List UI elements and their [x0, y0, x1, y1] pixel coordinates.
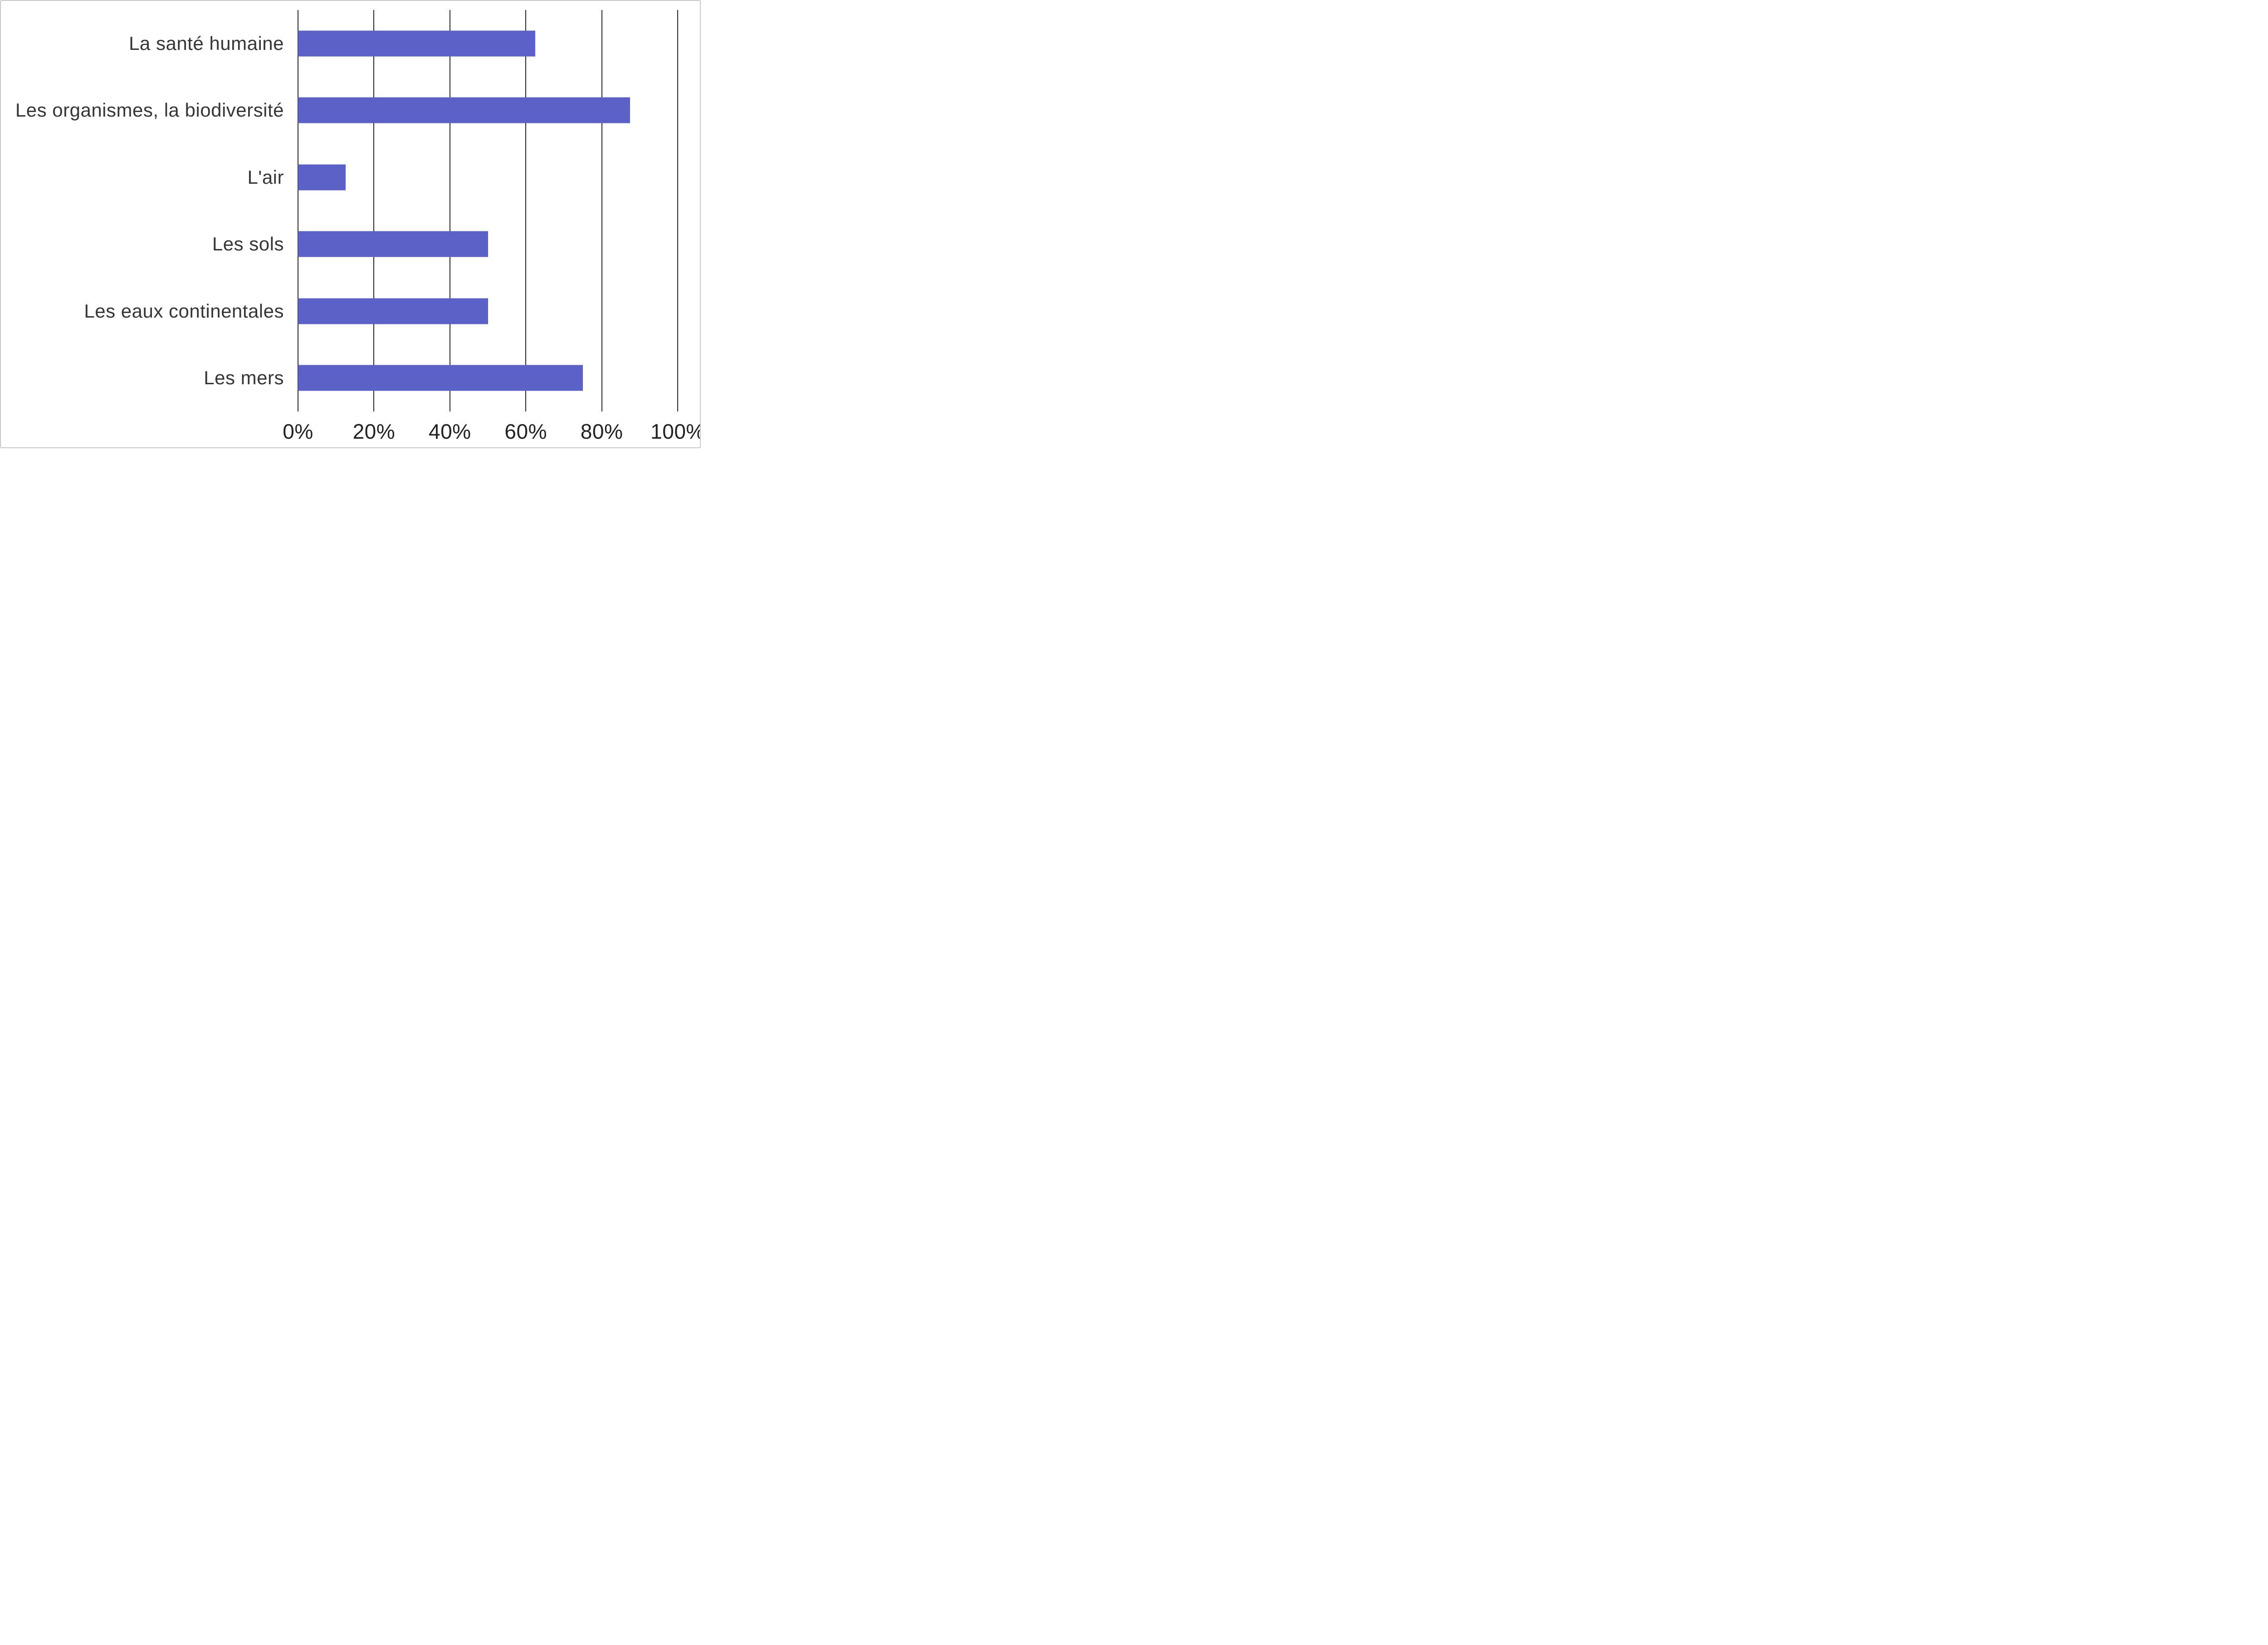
x-tick-label: 100% — [650, 420, 701, 443]
x-tick-label: 40% — [429, 420, 471, 443]
plot-area — [298, 10, 678, 411]
bar — [298, 30, 536, 57]
category-label: Les mers — [204, 367, 284, 389]
bar — [298, 365, 583, 391]
category-label: Les eaux continentales — [84, 300, 284, 322]
bar — [298, 298, 488, 324]
x-tick-label: 80% — [580, 420, 623, 443]
category-label: L'air — [247, 166, 284, 188]
gridline — [373, 10, 375, 411]
category-label: Les organismes, la biodiversité — [15, 99, 284, 121]
gridline — [601, 10, 602, 411]
gridline — [525, 10, 527, 411]
bar — [298, 231, 488, 257]
bar — [298, 164, 346, 191]
x-tick-label: 0% — [283, 420, 313, 443]
category-label: Les sols — [212, 233, 284, 255]
category-labels: La santé humaine Les organismes, la biodi… — [1, 10, 291, 411]
gridline — [677, 10, 678, 411]
bar — [298, 97, 631, 123]
x-tick-label: 20% — [352, 420, 396, 443]
bar-chart: La santé humaine Les organismes, la biodi… — [0, 0, 701, 448]
category-label: La santé humaine — [129, 32, 284, 54]
x-axis: 0% 20% 40% 60% 80% 100% — [283, 413, 700, 446]
x-tick-label: 60% — [504, 420, 547, 443]
